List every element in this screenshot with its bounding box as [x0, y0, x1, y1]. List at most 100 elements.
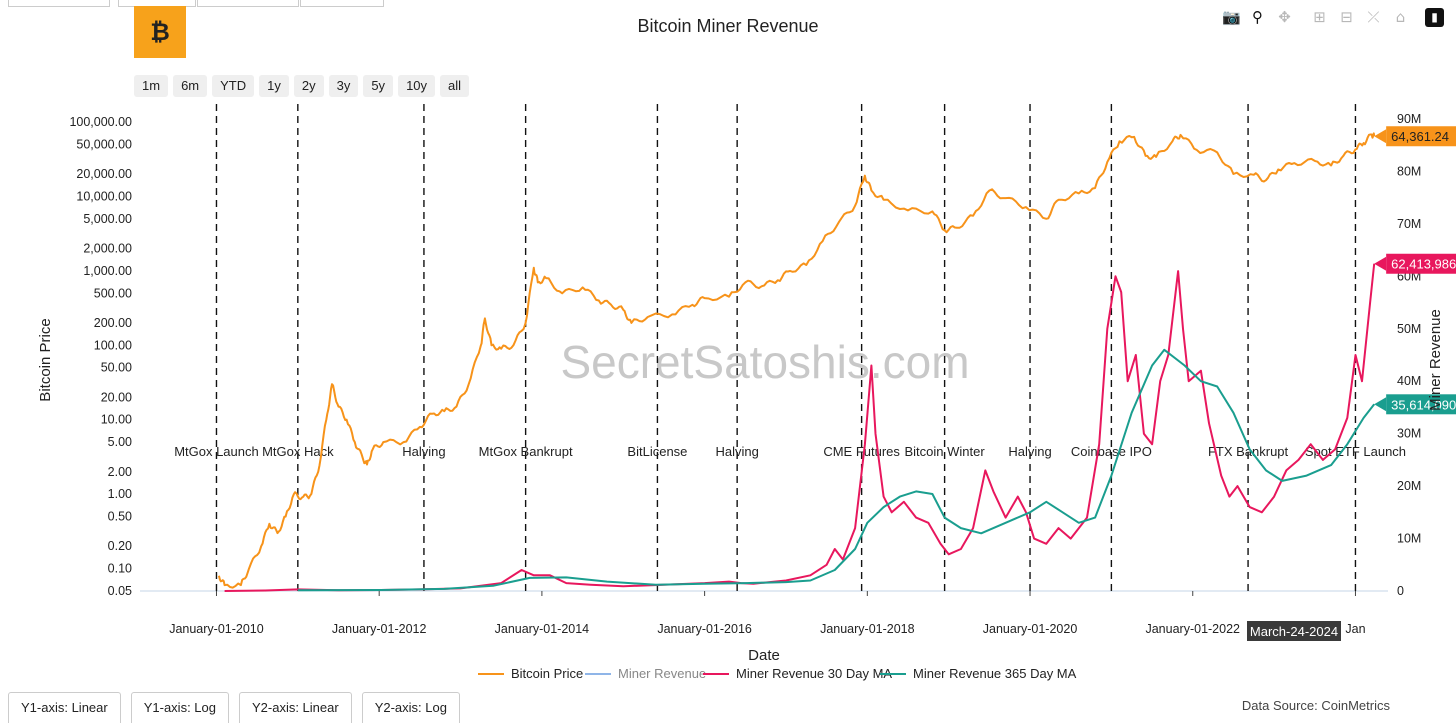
zoom-icon[interactable]: ⚲	[1252, 8, 1263, 26]
range-button-all[interactable]: all	[440, 75, 470, 97]
y2-tick-label: 40M	[1397, 374, 1421, 388]
event-label: CME Futures	[823, 444, 900, 459]
end-label: 64,361.24	[1374, 126, 1456, 147]
y1-tick-label: 200.00	[94, 316, 132, 330]
zoom-in-icon[interactable]: ⊞	[1313, 8, 1326, 26]
y1-tick-label: 0.20	[108, 539, 132, 553]
x-tick-label: Jan	[1345, 622, 1365, 636]
y1-tick-label: 1,000.00	[83, 264, 132, 278]
y1-tick-label: 100,000.00	[69, 115, 132, 129]
series-miner-revenue-365-day-ma	[297, 348, 1375, 592]
y2-linear-button[interactable]: Y2-axis: Linear	[238, 692, 352, 723]
end-label-box	[1386, 394, 1456, 415]
chart-title: Bitcoin Miner Revenue	[637, 16, 819, 36]
event-label: MtGox Hack	[262, 444, 334, 459]
chart-logo-icon[interactable]: ▮	[1425, 8, 1444, 27]
hover-date-badge: March-24-2024	[1247, 621, 1341, 641]
chart-toolbar: 📷 ⚲ ✥ ⊞ ⊟ ⤫ ⌂ ▮	[1222, 8, 1444, 27]
y1-tick-label: 0.50	[108, 510, 132, 524]
y2-tick-label: 20M	[1397, 479, 1421, 493]
y1-tick-label: 50,000.00	[76, 137, 132, 151]
range-button-3y[interactable]: 3y	[328, 75, 359, 97]
end-label: 62,413,986.00	[1374, 253, 1456, 274]
y1-tick-label: 500.00	[94, 286, 132, 300]
x-tick-label: January-01-2022	[1145, 622, 1240, 636]
y1-tick-label: 10,000.00	[76, 189, 132, 203]
x-axis-title: Date	[748, 647, 780, 664]
end-label-text: 62,413,986.00	[1391, 257, 1456, 272]
event-label: Spot ETF Launch	[1305, 444, 1406, 459]
site-logo: ₿	[134, 6, 186, 58]
event-label: Halving	[402, 444, 445, 459]
event-label: Halving	[1008, 444, 1051, 459]
event-lines: MtGox Launch MtGox Hack Halving MtGox Bankr…	[174, 104, 1406, 591]
y2-tick-label: 80M	[1397, 164, 1421, 178]
y1-tick-label: 20,000.00	[76, 167, 132, 181]
y1-axis-title: Bitcoin Price	[37, 318, 54, 401]
event-label: Bitcoin Winter	[905, 444, 986, 459]
end-label: 35,614,090.64	[1374, 394, 1456, 415]
y1-tick-label: 1.00	[108, 487, 132, 501]
top-tab-3[interactable]	[197, 0, 299, 7]
y1-tick-label: 0.05	[108, 584, 132, 598]
range-button-1y[interactable]: 1y	[259, 75, 289, 97]
range-button-2y[interactable]: 2y	[293, 75, 324, 97]
series-bitcoin-price	[217, 132, 1376, 589]
top-tab-4[interactable]	[300, 0, 384, 7]
legend-entry: Bitcoin Price	[511, 666, 583, 681]
y1-tick-label: 5.00	[108, 435, 132, 449]
series-lines	[217, 132, 1376, 592]
x-tick-label: January-01-2020	[983, 622, 1078, 636]
end-label-pointer	[1374, 397, 1387, 412]
end-label-pointer	[1374, 256, 1387, 271]
event-label: MtGox Bankrupt	[479, 444, 573, 459]
x-tick-label: January-01-2010	[169, 622, 264, 636]
event-label: Halving	[715, 444, 758, 459]
event-label: MtGox Launch	[174, 444, 259, 459]
y2-tick-label: 70M	[1397, 217, 1421, 231]
pan-icon[interactable]: ✥	[1278, 8, 1291, 26]
y2-tick-label: 30M	[1397, 427, 1421, 441]
event-label: BitLicense	[627, 444, 687, 459]
event-label: Coinbase IPO	[1071, 444, 1152, 459]
hover-date-text: March-24-2024	[1250, 624, 1338, 639]
range-button-ytd[interactable]: YTD	[212, 75, 255, 97]
axis-scale-buttons: Y1-axis: Linear Y1-axis: Log Y2-axis: Li…	[8, 692, 460, 723]
end-label-text: 35,614,090.64	[1391, 397, 1456, 412]
x-tick-label: January-01-2014	[495, 622, 590, 636]
y2-log-button[interactable]: Y2-axis: Log	[361, 692, 460, 723]
y1-tick-label: 20.00	[101, 390, 132, 404]
y2-tick-label: 10M	[1397, 532, 1421, 546]
range-button-10y[interactable]: 10y	[398, 75, 436, 97]
x-axis: January-01-2010 January-01-2012 January-01…	[169, 591, 1366, 636]
event-label: FTX Bankrupt	[1208, 444, 1289, 459]
end-label-box	[1386, 126, 1456, 147]
range-button-5y[interactable]: 5y	[363, 75, 394, 97]
legend: Bitcoin Price Miner Revenue Miner Revenue …	[478, 666, 1077, 681]
y1-tick-label: 100.00	[94, 338, 132, 352]
zoom-out-icon[interactable]: ⊟	[1340, 8, 1353, 26]
legend-entry: Miner Revenue	[618, 666, 706, 681]
y1-axis: 100,000.00 50,000.00 20,000.00 10,000.00 5,0…	[69, 115, 132, 598]
y1-log-button[interactable]: Y1-axis: Log	[130, 692, 229, 723]
autoscale-icon[interactable]: ⤫	[1367, 8, 1380, 26]
range-button-1m[interactable]: 1m	[134, 75, 169, 97]
end-label-text: 64,361.24	[1391, 129, 1449, 144]
range-selector: 1m 6m YTD 1y 2y 3y 5y 10y all	[134, 75, 470, 97]
camera-icon[interactable]: 📷	[1222, 8, 1241, 26]
series-miner-revenue-30-day-ma	[224, 263, 1376, 592]
x-tick-label: January-01-2012	[332, 622, 427, 636]
top-tab-1[interactable]	[8, 0, 110, 7]
home-icon[interactable]: ⌂	[1395, 8, 1406, 26]
watermark: SecretSatoshis.com	[560, 336, 969, 388]
y1-tick-label: 2.00	[108, 465, 132, 479]
y1-tick-label: 5,000.00	[83, 212, 132, 226]
y1-tick-label: 50.00	[101, 361, 132, 375]
end-label-box	[1386, 253, 1456, 274]
range-button-6m[interactable]: 6m	[173, 75, 208, 97]
y1-linear-button[interactable]: Y1-axis: Linear	[8, 692, 121, 723]
y2-axis-title: Miner Revenue	[1427, 309, 1444, 411]
data-source: Data Source: CoinMetrics	[1241, 698, 1390, 713]
